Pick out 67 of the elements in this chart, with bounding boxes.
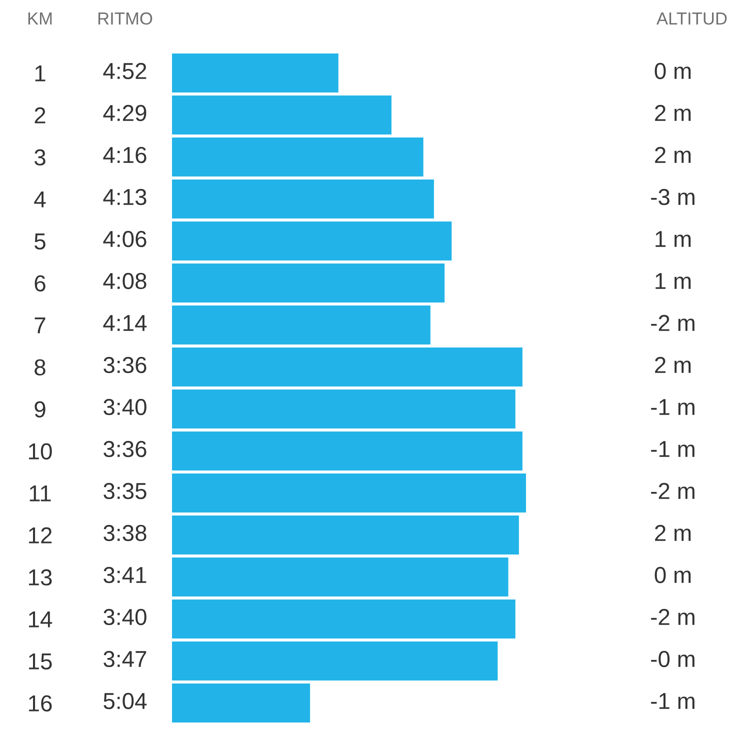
- bar: [172, 95, 392, 135]
- bar: [172, 221, 452, 261]
- bar: [172, 431, 522, 471]
- y-tick-label: 6: [34, 275, 46, 292]
- text: 2 m: [655, 146, 691, 163]
- text: 0 m: [654, 62, 691, 80]
- y-tick-label: 16: [29, 695, 52, 712]
- text: 4:52: [103, 62, 146, 80]
- text: 4:16: [103, 146, 146, 164]
- y-tick-label: 4: [34, 192, 46, 208]
- bar: [172, 263, 445, 303]
- y-tick-label: 9: [34, 401, 46, 418]
- text: -1 m: [651, 441, 694, 457]
- text: 3:40: [104, 398, 146, 416]
- text: 0 m: [654, 566, 691, 584]
- bar: [172, 179, 434, 219]
- y-tick-label: 12: [29, 527, 52, 544]
- bar: [172, 473, 526, 513]
- text: 2 m: [655, 524, 691, 541]
- x-axis-title: RITMO: [98, 12, 152, 25]
- y-tick-label: 5: [34, 234, 46, 250]
- y-tick-label: 15: [29, 654, 52, 670]
- y-tick-label: 11: [30, 486, 51, 502]
- text: 3:47: [104, 650, 146, 668]
- y-axis-title: KM: [28, 12, 52, 24]
- bar: [172, 389, 516, 429]
- text: -2 m: [651, 482, 694, 499]
- text: 3:36: [104, 356, 146, 374]
- y-tick-label: 10: [29, 443, 52, 460]
- bar: [172, 53, 338, 93]
- text: 2 m: [655, 104, 691, 121]
- text: 3:38: [104, 524, 146, 542]
- text: 4:29: [103, 104, 146, 122]
- text: 3:35: [104, 482, 146, 500]
- text: 1 m: [656, 231, 691, 247]
- bar: [172, 557, 508, 597]
- y-tick-label: 14: [29, 612, 52, 628]
- y-tick-label: 3: [34, 149, 46, 166]
- text: -3 m: [651, 188, 694, 206]
- text: 4:13: [103, 188, 146, 206]
- bar: [172, 515, 519, 555]
- text: 3:36: [104, 440, 146, 458]
- text: 4:08: [103, 272, 146, 290]
- y-tick-label: 8: [34, 359, 46, 376]
- text: -0 m: [651, 650, 694, 668]
- text: 3:41: [104, 566, 146, 584]
- y-tick-label: 1: [35, 66, 46, 82]
- text: ALTITUD: [656, 12, 727, 25]
- y-tick-label: 13: [29, 569, 52, 586]
- text: 1 m: [656, 273, 691, 289]
- y-tick-label: 7: [34, 318, 46, 334]
- text: 5:04: [104, 692, 147, 710]
- y-tick-label: 2: [34, 107, 46, 124]
- text: -1 m: [651, 693, 694, 709]
- text: -2 m: [651, 314, 694, 331]
- bar: [172, 683, 310, 723]
- bar: [172, 137, 424, 177]
- text: 4:06: [103, 230, 146, 248]
- text: -2 m: [651, 608, 694, 625]
- bar: [172, 599, 516, 639]
- bar: [172, 641, 498, 681]
- text: 4:14: [103, 315, 147, 331]
- text: -1 m: [651, 399, 694, 415]
- text: 3:40: [104, 608, 146, 626]
- text: 2 m: [655, 356, 691, 373]
- bar: [172, 347, 522, 387]
- bar: [172, 305, 430, 345]
